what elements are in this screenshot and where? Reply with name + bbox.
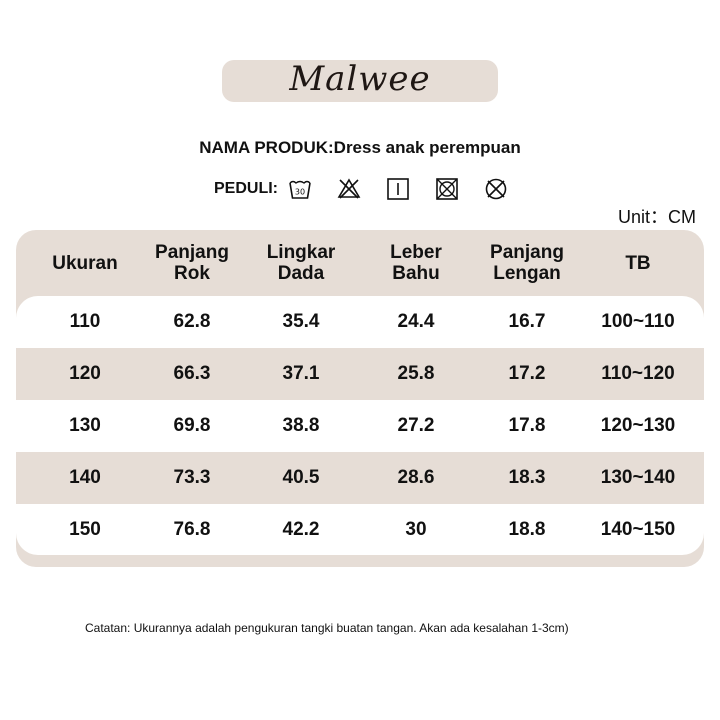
table-cell: 73.3	[173, 467, 211, 488]
table-cell: 40.5	[282, 467, 320, 488]
table-cell: 17.8	[508, 415, 546, 436]
size-table: Ukuran Panjang Rok Lingkar Dada Leber Ba…	[16, 230, 704, 567]
header-panjang-lengan: Panjang Lengan	[490, 242, 564, 284]
header-tb: TB	[625, 252, 651, 274]
no-dry-clean-icon	[485, 178, 507, 200]
table-cell: 150	[69, 518, 101, 540]
table-cell: 16.7	[508, 311, 546, 332]
unit-label: Unit：CM	[617, 207, 696, 227]
table-cell: 76.8	[173, 518, 211, 540]
table-cell: 69.8	[173, 415, 211, 436]
table-cell: 17.2	[508, 363, 546, 384]
table-cell: 38.8	[282, 415, 320, 436]
header-panjang-rok: Panjang Rok	[155, 242, 229, 284]
table-cell: 130	[69, 415, 101, 436]
table-row: 110 62.8 35.4 24.4 16.7 100~110	[16, 296, 704, 348]
care-label: PEDULI:	[214, 180, 278, 197]
table-cell: 24.4	[397, 311, 435, 332]
table-cell: 42.2	[282, 518, 320, 540]
table-cell: 62.8	[173, 311, 211, 332]
table-cell: 37.1	[282, 363, 320, 384]
table-cell: 18.8	[508, 518, 546, 540]
table-cell: 130~140	[600, 467, 676, 488]
table-body: 110 62.8 35.4 24.4 16.7 100~110 120 66.3…	[16, 296, 704, 555]
table-row: 120 66.3 37.1 25.8 17.2 110~120	[16, 348, 704, 400]
line-dry-icon	[387, 178, 409, 200]
no-tumble-dry-icon	[436, 178, 458, 200]
no-bleach-icon	[337, 178, 361, 199]
header-leber-bahu: Leber Bahu	[390, 242, 442, 284]
product-name: NAMA PRODUK:Dress anak perempuan	[199, 138, 521, 157]
header-lingkar-dada: Lingkar Dada	[266, 242, 336, 284]
table-cell: 140~150	[600, 518, 676, 540]
table-row: 130 69.8 38.8 27.2 17.8 120~130	[16, 400, 704, 452]
table-cell: 110~120	[601, 363, 675, 384]
table-cell: 110	[69, 311, 101, 332]
table-row: 140 73.3 40.5 28.6 18.3 130~140	[16, 452, 704, 504]
table-cell: 27.2	[397, 415, 435, 436]
table-cell: 120	[69, 363, 101, 384]
table-row: 150 76.8 42.2 30 18.8 140~150	[16, 504, 704, 555]
note-text: Catatan: Ukurannya adalah pengukuran tan…	[85, 621, 569, 635]
table-cell: 18.3	[508, 467, 546, 488]
brand-logo-badge: Malwee	[222, 59, 498, 102]
table-cell: 28.6	[397, 467, 435, 488]
header-ukuran: Ukuran	[52, 252, 118, 274]
table-header: Ukuran Panjang Rok Lingkar Dada Leber Ba…	[16, 230, 704, 296]
care-instructions: PEDULI: 30	[214, 175, 533, 203]
table-cell: 35.4	[282, 311, 320, 332]
table-cell: 66.3	[173, 363, 211, 384]
wash-temp-label: 30	[295, 188, 305, 197]
brand-logo: Malwee	[289, 59, 431, 99]
table-cell: 25.8	[397, 363, 435, 384]
table-cell: 100~110	[601, 311, 675, 332]
wash-30-icon: 30	[289, 180, 311, 199]
table-cell: 120~130	[600, 415, 676, 436]
table-cell: 140	[69, 467, 101, 488]
table-cell: 30	[405, 518, 427, 540]
